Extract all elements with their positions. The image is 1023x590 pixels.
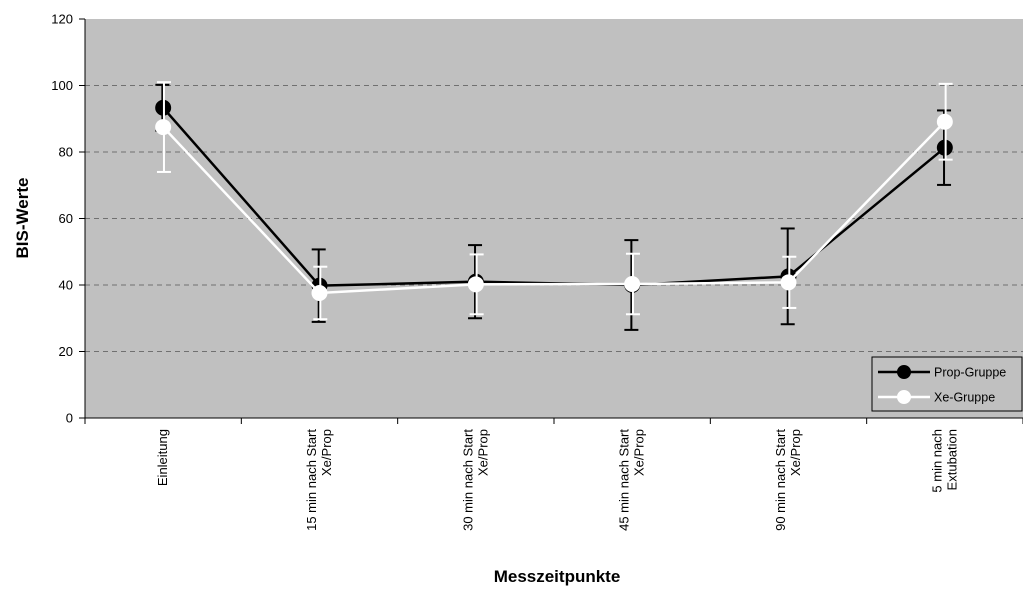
x-category-label: 30 min nach Start (460, 429, 475, 531)
data-point (936, 113, 953, 130)
y-tick-label: 100 (51, 78, 73, 93)
x-category-label: Extubation (944, 429, 959, 490)
data-series (155, 81, 953, 331)
x-category-labels: Einleitung 15 min nach Start Xe/Prop 30 min… (155, 429, 959, 531)
y-axis-title: BIS-Werte (13, 178, 32, 259)
x-category-label: Xe/Prop (319, 429, 334, 476)
legend-box (871, 356, 1023, 412)
y-tick-label: 0 (66, 411, 73, 426)
y-tick-label: 40 (59, 278, 73, 293)
x-category-label: Xe/Prop (788, 429, 803, 476)
x-category-label: Einleitung (155, 429, 170, 486)
x-category-label: 90 min nach Start (773, 429, 788, 531)
x-category-label: 45 min nach Start (617, 429, 632, 531)
legend: Prop-Gruppe Xe-Gruppe (871, 356, 1023, 412)
data-point (311, 284, 328, 301)
y-tick-label: 60 (59, 211, 73, 226)
legend-marker (897, 365, 911, 379)
data-point (155, 119, 172, 136)
legend-marker (897, 390, 911, 404)
data-point (780, 274, 797, 291)
y-tick-label: 120 (51, 12, 73, 27)
y-tick-label: 80 (59, 145, 73, 160)
axes (79, 18, 1023, 424)
data-point (467, 276, 484, 293)
x-category-label: Xe/Prop (475, 429, 490, 476)
legend-label: Xe-Gruppe (934, 391, 995, 405)
series-xe-gruppe (155, 81, 953, 321)
legend-label: Prop-Gruppe (934, 366, 1006, 380)
x-category-label: Xe/Prop (632, 429, 647, 476)
y-tick-label: 20 (59, 344, 73, 359)
series-line (162, 120, 946, 295)
x-category-label: 15 min nach Start (304, 429, 319, 531)
data-point (624, 276, 641, 293)
y-tick-labels: 0 20 40 60 80 100 120 (51, 12, 73, 426)
x-category-label: 5 min nach (929, 429, 944, 493)
x-axis-title: Messzeitpunkte (494, 567, 621, 586)
